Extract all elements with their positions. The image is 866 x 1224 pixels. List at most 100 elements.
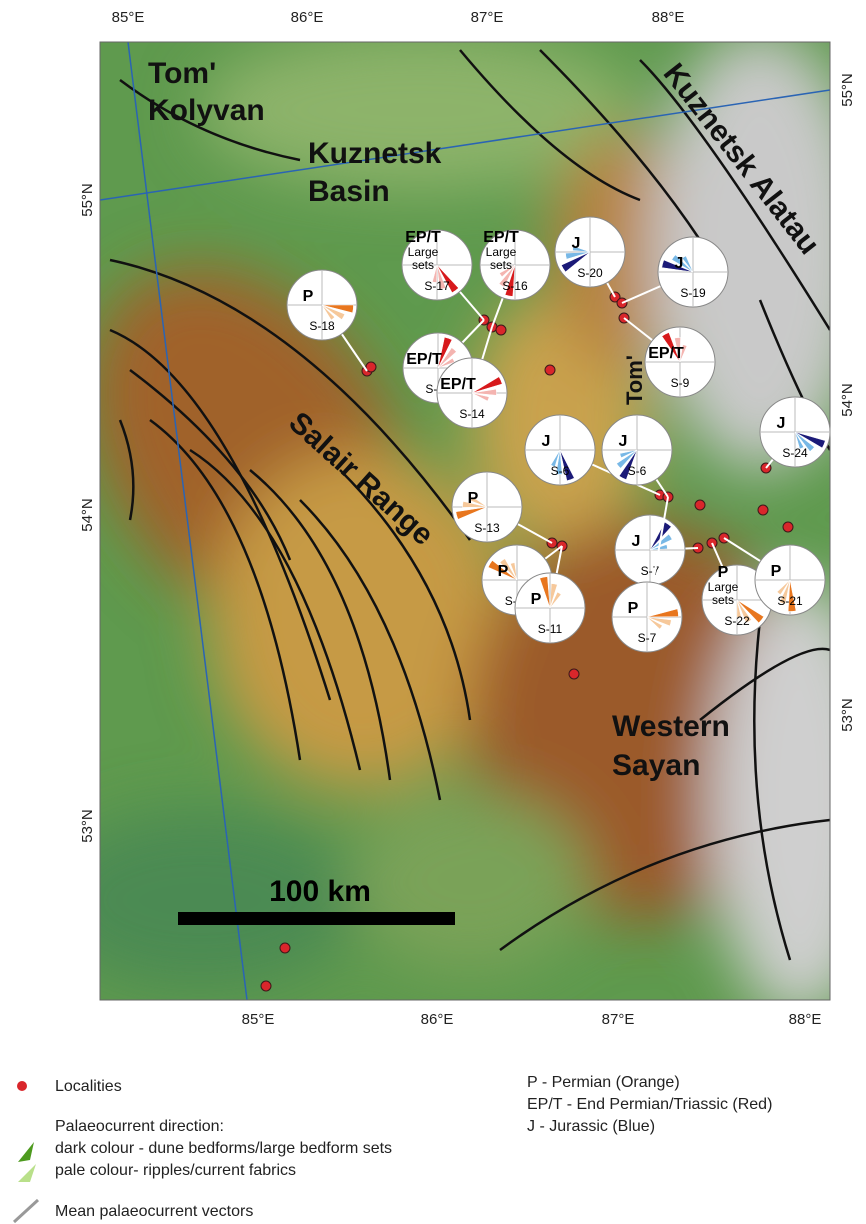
grid-label: 87°E: [471, 9, 504, 26]
grid-label: 53°N: [839, 698, 856, 732]
station-id: S-20: [577, 266, 603, 280]
legend-text: P - Permian (Orange): [527, 1074, 680, 1091]
legend-text: EP/T - End Permian/Triassic (Red): [527, 1096, 772, 1113]
legend-text: J - Jurassic (Blue): [527, 1118, 655, 1135]
region-label-line: Western: [612, 710, 730, 743]
legend-text: Mean palaeocurrent vectors: [55, 1203, 253, 1220]
legend-text: dark colour - dune bedforms/large bedfor…: [55, 1140, 392, 1157]
rose-diagram: JS-6: [525, 415, 595, 485]
region-label-line: Basin: [308, 175, 390, 208]
station-id: S-9: [671, 376, 690, 390]
station-id: S-19: [680, 286, 706, 300]
rose-diagram: J S-19: [658, 237, 728, 307]
station-unit: EP/T: [406, 351, 442, 368]
rose-diagram: P S-21: [755, 545, 825, 615]
station-id: S-6: [551, 464, 570, 478]
station-note-line: sets: [712, 593, 734, 607]
legend-locality-icon: [17, 1081, 27, 1091]
station-id: S-7: [638, 631, 657, 645]
locality: [758, 505, 768, 515]
station-unit: P: [303, 288, 314, 305]
station-id: S-17: [424, 279, 450, 293]
station-unit: EP/T: [483, 229, 519, 246]
rose-diagram: EP/T S-9: [645, 327, 715, 397]
rose-diagram: JS-7: [615, 515, 685, 585]
rose-diagram: P S-7: [612, 582, 682, 652]
station-unit: J: [619, 433, 628, 450]
rose-diagram: J S-20: [555, 217, 625, 287]
legend-text: Localities: [55, 1078, 122, 1095]
station-unit: P: [498, 563, 509, 580]
locality: [280, 943, 290, 953]
station-note-line: sets: [490, 258, 512, 272]
station-id: S-18: [309, 319, 335, 333]
station-unit: J: [542, 433, 551, 450]
station-note-line: Large: [408, 245, 439, 259]
station-unit: J: [777, 415, 786, 432]
page: {"map":{ "grid_labels":{ "top":["85°E","…: [0, 0, 866, 1224]
grid-label: 88°E: [789, 1011, 822, 1028]
locality: [569, 669, 579, 679]
locality: [545, 365, 555, 375]
locality: [261, 981, 271, 991]
legend-text: pale colour- ripples/current fabrics: [55, 1162, 296, 1179]
grid-label: 55°N: [839, 73, 856, 107]
locality: [695, 500, 705, 510]
grid-label: 88°E: [652, 9, 685, 26]
station-unit: P: [771, 563, 782, 580]
station-unit: J: [572, 235, 581, 252]
grid-label: 87°E: [602, 1011, 635, 1028]
grid-label: 86°E: [291, 9, 324, 26]
grid-label: 85°E: [242, 1011, 275, 1028]
station-note-line: Large: [486, 245, 517, 259]
region-label-line: Sayan: [612, 749, 700, 782]
rose-diagram: EP/T S-14: [437, 358, 507, 428]
station-id: S-11: [538, 622, 563, 636]
locality: [496, 325, 506, 335]
station-id: S-14: [459, 407, 485, 421]
legend-vector-icon: [14, 1200, 38, 1222]
station-unit: J: [675, 255, 684, 272]
region-label-line: Tom': [148, 57, 216, 90]
grid-label: 53°N: [79, 809, 96, 843]
grid-label: 86°E: [421, 1011, 454, 1028]
rose-diagram: P S-13: [452, 472, 522, 542]
region-label-line: Kuznetsk: [308, 137, 442, 170]
station-unit: J: [632, 533, 641, 550]
station-note: Largesets: [408, 245, 439, 272]
station-id: S-22: [724, 614, 750, 628]
station-unit: EP/T: [405, 229, 441, 246]
scale-label: 100 km: [269, 875, 371, 908]
station-unit: EP/T: [440, 376, 476, 393]
rose-diagram: P S-18: [287, 270, 357, 340]
station-unit: P: [718, 564, 729, 581]
region-label-line: Kolyvan: [148, 94, 265, 127]
station-note-line: sets: [412, 258, 434, 272]
station-id: S-24: [782, 446, 808, 460]
rose-diagram: JS-6: [602, 415, 672, 485]
rose-diagram: P S-11: [515, 573, 585, 643]
station-id: S-21: [777, 594, 803, 608]
legend-pale-icon: [18, 1164, 36, 1182]
station-unit: P: [531, 591, 542, 608]
legend-dark-icon: [18, 1142, 34, 1162]
scale-bar: [178, 912, 455, 925]
rose-diagram: EP/T S-17 Largesets: [402, 229, 472, 300]
rose-diagram: J S-24: [760, 397, 830, 467]
station-unit: P: [628, 600, 639, 617]
legend-text: Palaeocurrent direction:: [55, 1118, 224, 1135]
rose-diagram: EP/T S-16 Largesets: [480, 229, 550, 300]
map-figure: 85°E 86°E 87°E 88°E 85°E 86°E 87°E 88°E 55°N 54°N…: [0, 0, 866, 1224]
station-id: S-16: [502, 279, 528, 293]
grid-label: 55°N: [79, 183, 96, 217]
grid-label: 54°N: [839, 383, 856, 417]
station-unit: P: [468, 490, 479, 507]
station-id: S-13: [474, 521, 500, 535]
grid-label: 85°E: [112, 9, 145, 26]
station-note-line: Large: [708, 580, 739, 594]
grid-label: 54°N: [79, 498, 96, 532]
locality: [783, 522, 793, 532]
station-unit: EP/T: [648, 345, 684, 362]
